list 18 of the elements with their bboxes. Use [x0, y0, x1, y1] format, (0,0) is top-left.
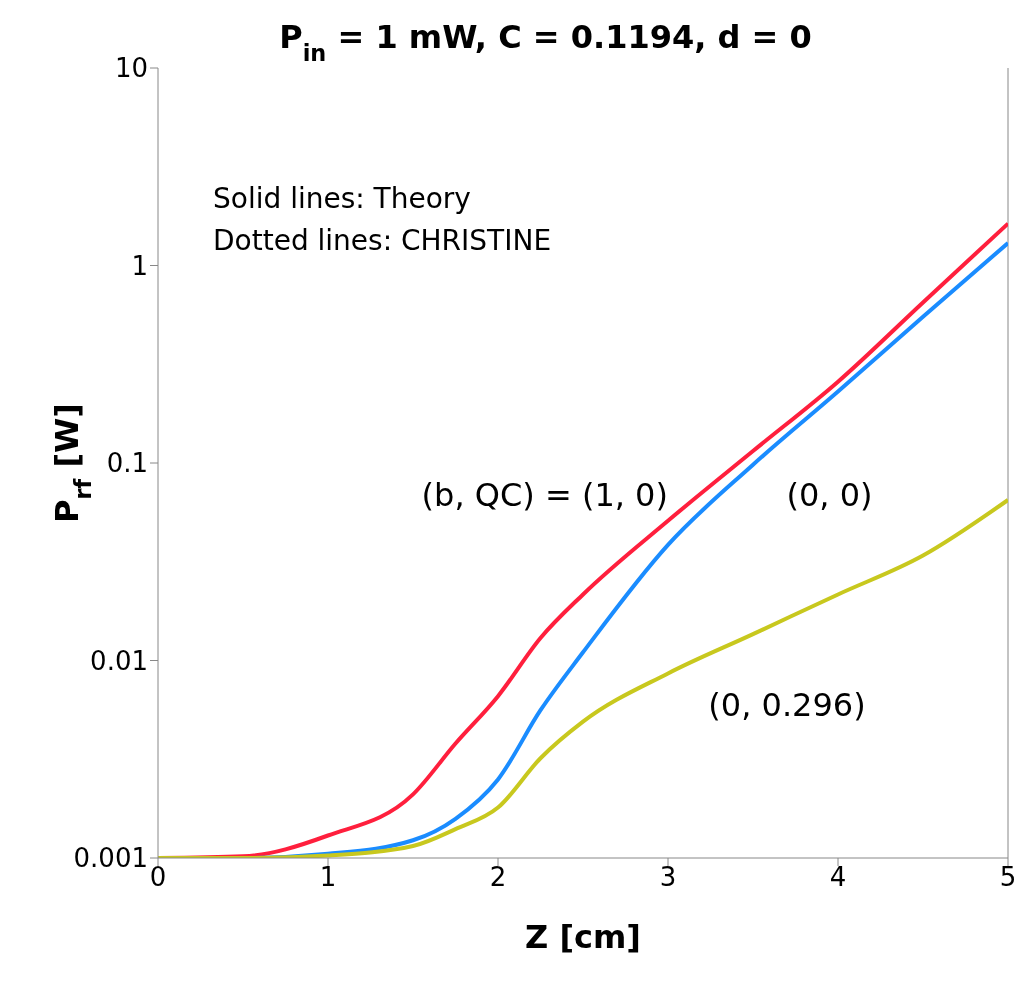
- series-label: (0, 0.296): [708, 685, 866, 724]
- annotation: Solid lines: Theory: [213, 182, 471, 215]
- y-tick-label: 10: [114, 53, 148, 84]
- series-label: (b, QC) = (1, 0): [421, 476, 668, 515]
- annotation: Dotted lines: CHRISTINE: [213, 224, 552, 257]
- y-tick-label: 0.001: [73, 843, 148, 874]
- x-tick-label: 0: [149, 862, 167, 893]
- y-tick-label: 1: [131, 250, 148, 281]
- x-axis-title: Z [cm]: [525, 918, 641, 956]
- x-tick-label: 1: [319, 862, 337, 893]
- x-tick-label: 4: [829, 862, 847, 893]
- series-label: (0, 0): [786, 476, 873, 515]
- chart-title: P$_{in}$ = 1 mW, C = 0.1194, d = 0: [279, 18, 812, 66]
- x-tick-label: 5: [999, 862, 1017, 893]
- x-tick-label: 3: [659, 862, 677, 893]
- y-tick-label: 0.1: [106, 448, 148, 479]
- y-tick-label: 0.01: [90, 645, 148, 676]
- x-tick-label: 2: [489, 862, 507, 893]
